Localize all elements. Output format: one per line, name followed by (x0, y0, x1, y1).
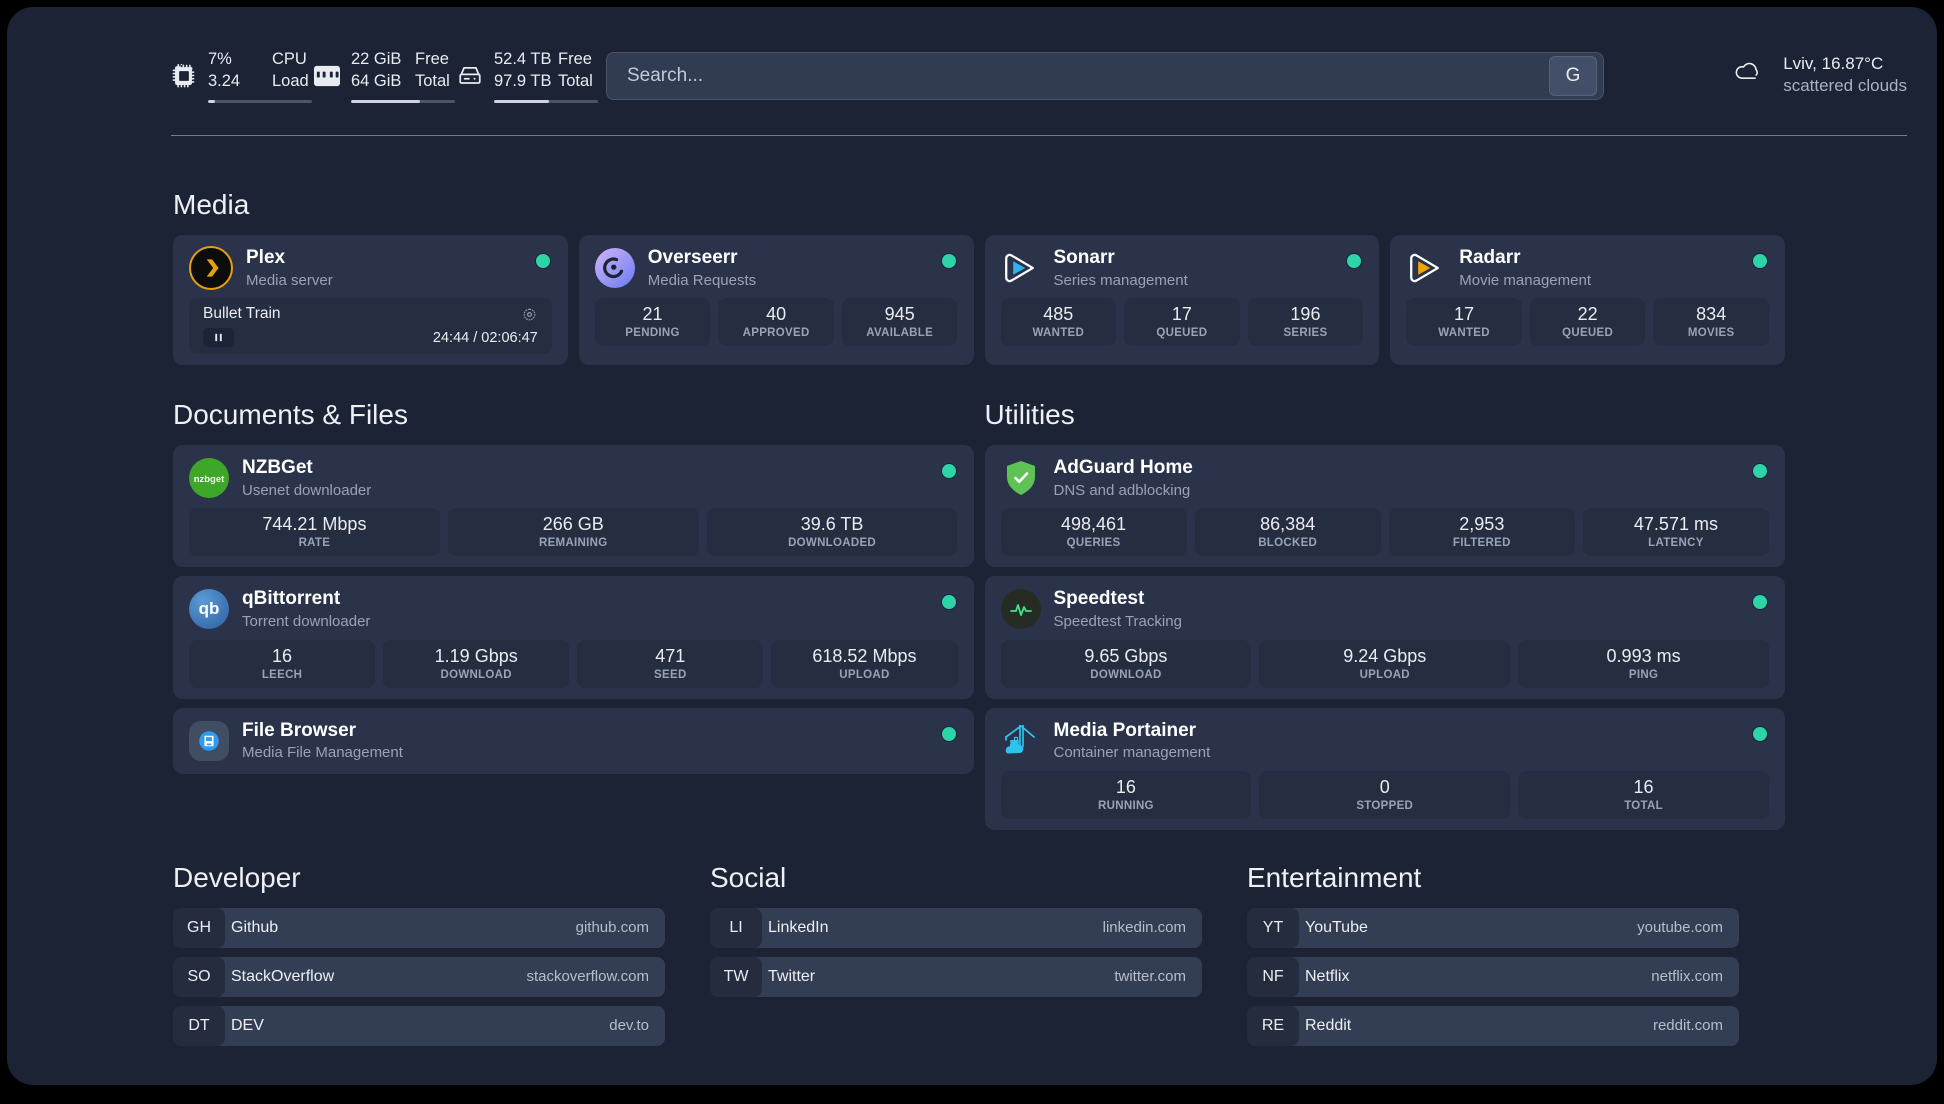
svg-text:nzbget: nzbget (194, 474, 225, 485)
